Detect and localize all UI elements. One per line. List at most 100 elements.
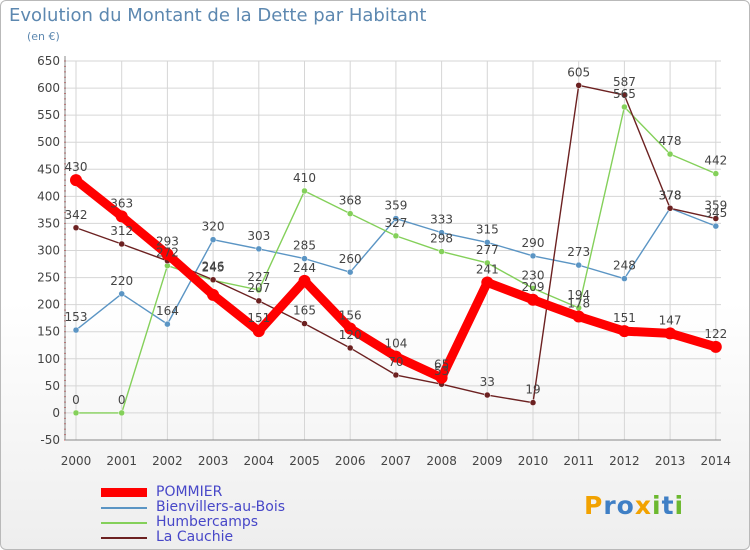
data-point xyxy=(621,91,628,99)
data-point xyxy=(712,170,720,177)
x-tick-label: 2000 xyxy=(61,454,92,468)
data-label: 368 xyxy=(339,194,362,208)
data-point xyxy=(209,236,217,243)
data-label: 312 xyxy=(110,224,133,238)
data-label: 178 xyxy=(567,297,590,311)
data-label: 303 xyxy=(247,229,270,243)
data-label: 315 xyxy=(476,222,499,236)
data-point xyxy=(484,391,491,399)
x-tick-label: 2006 xyxy=(335,454,366,468)
data-label: 378 xyxy=(659,188,682,202)
data-label: 220 xyxy=(110,274,133,288)
data-label: 478 xyxy=(659,134,682,148)
data-point xyxy=(438,229,445,236)
data-point xyxy=(70,174,82,187)
data-label: 209 xyxy=(522,280,545,294)
data-point xyxy=(346,344,354,352)
legend-swatch-la-cauchie xyxy=(101,537,147,539)
y-tick-label: -50 xyxy=(40,433,60,447)
data-label: 53 xyxy=(434,364,449,378)
data-label: 342 xyxy=(65,208,88,222)
legend-label-pommier: POMMIER xyxy=(156,484,223,500)
data-label: 0 xyxy=(72,393,80,407)
data-point xyxy=(118,290,125,298)
data-label: 244 xyxy=(293,261,316,275)
data-label: 227 xyxy=(247,270,270,284)
data-point xyxy=(621,103,628,111)
data-point xyxy=(666,150,674,158)
data-point xyxy=(252,325,265,338)
data-label: 277 xyxy=(476,243,499,257)
data-point xyxy=(392,371,400,379)
y-tick-label: 650 xyxy=(37,54,60,68)
data-label: 272 xyxy=(156,246,179,260)
data-point xyxy=(255,286,263,294)
data-label: 245 xyxy=(202,260,225,274)
data-label: 293 xyxy=(156,234,179,248)
data-point xyxy=(712,222,720,230)
y-tick-label: 250 xyxy=(37,271,60,285)
data-label: 327 xyxy=(384,216,407,230)
y-tick-label: 600 xyxy=(37,81,60,95)
data-point xyxy=(118,409,125,417)
data-point xyxy=(207,288,220,301)
data-label: 285 xyxy=(293,239,316,253)
proxiti-logo: Proxiti xyxy=(584,491,684,520)
y-tick-label: 50 xyxy=(45,379,60,393)
y-tick-label: 100 xyxy=(37,352,60,366)
legend-item-bienvillers: Bienvillers-au-Bois xyxy=(101,500,341,515)
legend-label-humbercamps: Humbercamps xyxy=(156,514,259,530)
data-point xyxy=(666,205,674,212)
data-label: 241 xyxy=(476,262,499,276)
data-label: 345 xyxy=(704,206,727,220)
x-tick-label: 2009 xyxy=(472,454,503,468)
data-point xyxy=(72,326,80,334)
data-point xyxy=(255,245,263,253)
data-point xyxy=(301,187,308,195)
data-label: 230 xyxy=(522,268,545,282)
data-point xyxy=(481,276,494,289)
data-label: 207 xyxy=(247,281,270,295)
data-point xyxy=(709,340,722,353)
data-point xyxy=(346,210,354,217)
chart-legend: POMMIER Bienvillers-au-Bois Humbercamps … xyxy=(101,485,341,545)
data-label: 156 xyxy=(339,308,362,322)
data-point xyxy=(712,215,720,222)
data-point xyxy=(527,293,539,306)
data-point xyxy=(575,82,582,89)
data-label: 147 xyxy=(659,313,682,327)
data-point xyxy=(115,210,128,223)
data-label: 363 xyxy=(110,196,133,210)
y-tick-label: 450 xyxy=(37,162,60,176)
data-label: 430 xyxy=(65,160,88,174)
data-label: 333 xyxy=(430,213,453,227)
data-point xyxy=(118,240,125,248)
data-label: 442 xyxy=(704,154,727,168)
data-point xyxy=(572,310,585,323)
legend-label-la-cauchie: La Cauchie xyxy=(156,529,234,545)
y-tick-label: 400 xyxy=(37,189,60,203)
data-label: 298 xyxy=(430,232,453,246)
data-label: 19 xyxy=(525,383,540,397)
data-point xyxy=(389,350,402,363)
data-label: 70 xyxy=(388,355,403,369)
x-tick-label: 2002 xyxy=(152,454,183,468)
data-point xyxy=(164,320,171,328)
logo-letter: r xyxy=(603,491,617,520)
data-point xyxy=(529,285,537,292)
data-point xyxy=(484,259,491,267)
logo-letter: i xyxy=(674,491,685,520)
data-point xyxy=(392,232,400,240)
y-tick-label: 0 xyxy=(52,406,60,420)
data-point xyxy=(392,215,400,222)
data-label: 122 xyxy=(704,327,727,341)
data-point xyxy=(618,325,631,338)
data-label: 151 xyxy=(247,311,270,325)
data-label: 359 xyxy=(384,199,407,213)
chart-unit-label: (en €) xyxy=(27,30,60,43)
data-label: 65 xyxy=(434,358,449,372)
legend-swatch-humbercamps xyxy=(101,522,147,524)
data-point xyxy=(255,297,263,305)
